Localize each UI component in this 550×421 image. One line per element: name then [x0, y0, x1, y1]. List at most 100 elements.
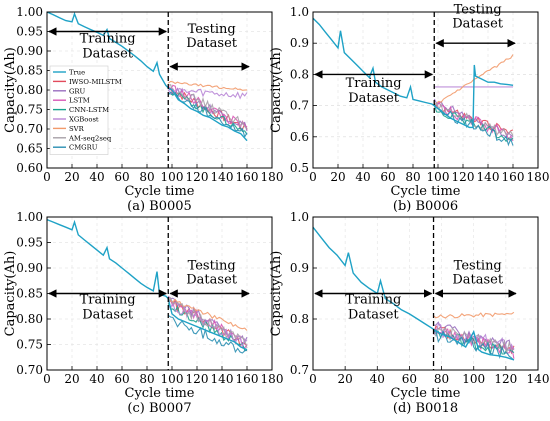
series-line-lstm — [432, 327, 515, 359]
training-label: Training — [80, 31, 136, 46]
y-tick-label: 0.70 — [16, 122, 43, 136]
testing-label: Dataset — [186, 36, 238, 51]
x-tick-label: 0 — [43, 170, 51, 184]
panel-d: 0.70.80.91.00 20 40 60 80 100 120 140TrainingDa… — [269, 210, 549, 416]
testing-label: Dataset — [452, 272, 504, 287]
y-tick-label: 0.7 — [290, 99, 309, 113]
x-tick-label: 60 — [402, 372, 417, 386]
x-tick-label: 0 — [43, 372, 51, 386]
x-axis-label: Cycle time — [125, 184, 195, 199]
y-tick-label: 1.0 — [290, 5, 309, 19]
testing-label: Dataset — [186, 272, 238, 287]
plot-frame — [46, 216, 273, 371]
x-tick-label: 100 — [161, 170, 184, 184]
series-line-true — [312, 226, 515, 361]
x-tick-label: 40 — [89, 170, 104, 184]
series-line-xgboost — [167, 87, 248, 100]
series-line-am-seq2seq — [433, 326, 515, 353]
y-tick-label: 0.85 — [16, 287, 43, 301]
y-tick-label: 0.5 — [290, 161, 309, 175]
y-tick-label: 1.0 — [290, 210, 309, 224]
legend-entry: GRU — [69, 87, 86, 95]
y-axis-label: Capacity(Ah) — [269, 251, 284, 337]
y-tick-label: 1.00 — [16, 5, 43, 19]
training-label: Training — [345, 293, 401, 308]
x-tick-label: 100 — [462, 372, 485, 386]
x-tick-label: 100 — [427, 170, 450, 184]
series-line-true — [46, 11, 248, 142]
x-tick-label: 40 — [370, 372, 385, 386]
legend-entry: XGBoost — [69, 116, 99, 124]
series-line-am-seq2seq — [168, 84, 248, 129]
plot-frame — [312, 216, 539, 371]
x-tick-label: 100 — [161, 372, 184, 386]
x-tick-label: 0 — [309, 372, 317, 386]
training-label: Training — [346, 76, 402, 91]
y-tick-label: 0.60 — [16, 161, 43, 175]
x-axis-label: Cycle time — [391, 386, 461, 401]
testing-label: Testing — [188, 258, 236, 273]
series-line-cnn-lstm — [433, 329, 515, 356]
legend-entry: CMGRU — [69, 144, 98, 152]
x-tick-label: 160 — [502, 170, 525, 184]
testing-label: Dataset — [452, 17, 504, 32]
training-label: Training — [80, 293, 136, 308]
y-tick-label: 0.75 — [16, 338, 43, 352]
panel-subtitle: (a) B0005 — [127, 199, 192, 214]
plot-frame — [312, 11, 539, 169]
plot-frame — [46, 11, 273, 169]
x-tick-label: 140 — [211, 372, 234, 386]
training-label: Dataset — [348, 91, 400, 106]
legend-entry: IWSO-MILSTM — [69, 78, 122, 86]
y-tick-label: 0.95 — [16, 25, 43, 39]
panel-subtitle: (d) B0018 — [393, 401, 458, 416]
series-line-cmgru — [433, 103, 514, 147]
panel-subtitle: (c) B0007 — [127, 401, 191, 416]
x-tick-label: 140 — [527, 372, 550, 386]
y-tick-label: 0.6 — [290, 130, 309, 144]
series-line-true — [46, 218, 248, 351]
training-label: Dataset — [82, 46, 134, 61]
series-line-cnn-lstm — [168, 91, 248, 135]
x-tick-label: 60 — [114, 170, 129, 184]
panel-b: 0.5 0.6 0.7 0.8 0.9 1.0 0 20 40 60 80 100 120 140 160 1… — [269, 3, 549, 214]
y-tick-label: 0.8 — [290, 312, 309, 326]
x-tick-label: 120 — [186, 372, 209, 386]
x-tick-label: 180 — [261, 170, 284, 184]
y-tick-label: 0.9 — [290, 261, 309, 275]
y-tick-label: 0.90 — [16, 261, 43, 275]
x-tick-label: 20 — [338, 372, 353, 386]
testing-label: Testing — [188, 22, 236, 37]
y-tick-label: 0.95 — [16, 236, 43, 250]
legend-entry: True — [69, 69, 85, 77]
x-tick-label: 20 — [330, 170, 345, 184]
series-line-lstm — [167, 84, 248, 131]
series-line-svr — [167, 80, 248, 91]
x-axis-label: Cycle time — [125, 386, 195, 401]
x-tick-label: 40 — [89, 372, 104, 386]
x-tick-label: 0 — [309, 170, 317, 184]
legend-entry: CNN-LSTM — [69, 106, 109, 114]
y-axis-label: Capacity(Ah) — [3, 47, 18, 133]
y-tick-label: 0.90 — [16, 44, 43, 58]
x-tick-label: 180 — [527, 170, 550, 184]
panel-subtitle: (b) B0006 — [393, 199, 458, 214]
x-tick-label: 40 — [355, 170, 370, 184]
x-tick-label: 80 — [139, 170, 154, 184]
training-label: Dataset — [82, 308, 134, 323]
series-line-am-seq2seq — [167, 296, 248, 349]
y-tick-label: 0.7 — [290, 363, 309, 377]
panel-c: 0.70 0.75 0.80 0.85 0.90 0.95 1.00 0 20 40 60 80 100… — [3, 210, 283, 416]
x-tick-label: 120 — [186, 170, 209, 184]
series-line-svr — [433, 311, 515, 319]
y-tick-label: 0.65 — [16, 142, 43, 156]
x-axis-label: Cycle time — [391, 184, 461, 199]
training-label: Dataset — [348, 308, 400, 323]
x-tick-label: 120 — [494, 372, 517, 386]
series-line-cmgru — [433, 329, 515, 361]
x-tick-label: 80 — [405, 170, 420, 184]
x-tick-label: 140 — [211, 170, 234, 184]
x-tick-label: 20 — [64, 372, 79, 386]
